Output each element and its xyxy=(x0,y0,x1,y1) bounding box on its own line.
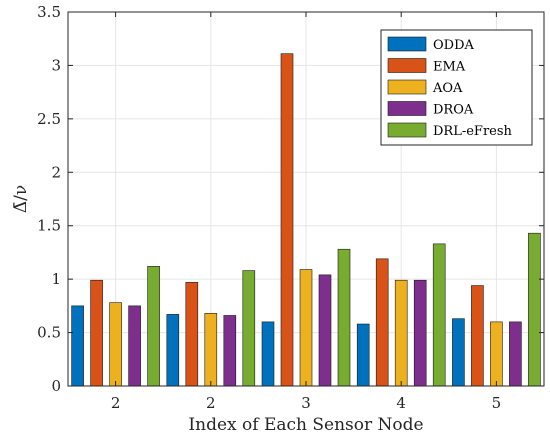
legend-label: DROA xyxy=(433,103,474,118)
bar-droa xyxy=(509,321,522,387)
bar-odda xyxy=(71,305,84,387)
y-tick-label: 2 xyxy=(51,163,61,181)
legend-swatch xyxy=(387,58,427,73)
y-tick-label: 1.5 xyxy=(37,217,61,235)
y-tick-label: 3.5 xyxy=(37,3,61,21)
x-tick-label: 5 xyxy=(492,394,502,412)
legend: ODDA EMA AOA DROA DRL-eFresh xyxy=(380,29,533,146)
y-tick-label: 1 xyxy=(51,270,61,288)
y-tick-label: 2.5 xyxy=(37,110,61,128)
y-tick-label: 0.5 xyxy=(37,324,61,342)
bar-droa xyxy=(318,274,332,387)
x-tick-label: 2 xyxy=(206,394,216,412)
bar-aoa xyxy=(109,302,122,387)
bar-drl-efresh xyxy=(242,270,256,387)
y-axis-title: Δ̄/ν xyxy=(11,185,31,213)
bar-odda xyxy=(261,321,275,387)
x-axis-title: Index of Each Sensor Node xyxy=(188,415,423,435)
bar-ema xyxy=(471,285,484,387)
bar-droa xyxy=(413,279,427,387)
bar-odda xyxy=(356,323,370,387)
x-tick-label: 2 xyxy=(111,394,121,412)
bars xyxy=(71,53,541,387)
legend-label: EMA xyxy=(433,60,466,75)
bar-ema xyxy=(185,282,199,387)
bar-drl-efresh xyxy=(528,232,541,387)
legend-label: ODDA xyxy=(433,38,475,53)
y-tick-label: 0 xyxy=(51,377,61,395)
x-tick-label: 3 xyxy=(301,394,311,412)
bar-odda xyxy=(452,318,465,387)
x-tick-label: 4 xyxy=(396,394,406,412)
bar-aoa xyxy=(490,321,503,387)
legend-swatch xyxy=(387,122,427,138)
bar-ema xyxy=(280,53,294,387)
bar-droa xyxy=(128,305,141,387)
legend-swatch xyxy=(387,36,427,52)
bar-drl-efresh xyxy=(337,248,351,387)
legend-swatch xyxy=(387,101,427,116)
bar-ema xyxy=(375,258,389,387)
bar-drl-efresh xyxy=(147,266,160,387)
legend-label: AOA xyxy=(432,81,463,96)
bar-aoa xyxy=(299,269,313,387)
bar-ema xyxy=(90,279,103,387)
y-axis: 0 0.5 1 1.5 2 2.5 3 3.5 xyxy=(37,3,544,395)
x-axis: 2 2 3 4 5 xyxy=(111,12,501,412)
y-tick-label: 3 xyxy=(51,56,61,74)
bar-odda xyxy=(166,314,180,387)
bar-aoa xyxy=(204,313,218,387)
bar-aoa xyxy=(394,279,408,387)
bar-drl-efresh xyxy=(432,243,446,387)
bar-droa xyxy=(223,315,237,387)
legend-swatch xyxy=(387,79,427,95)
legend-label: DRL-eFresh xyxy=(433,124,513,139)
